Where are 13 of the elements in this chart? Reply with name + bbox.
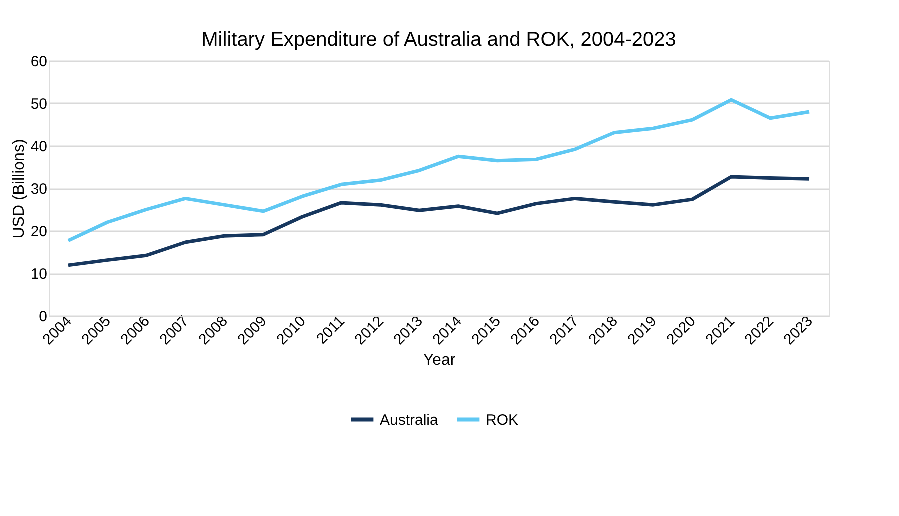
y-tick-label: 10 bbox=[30, 266, 48, 283]
y-axis-title: USD (Billions) bbox=[10, 139, 28, 239]
y-tick-label: 60 bbox=[30, 54, 48, 70]
chart-title: Military Expenditure of Australia and ROK, 2004-2023 bbox=[202, 29, 676, 51]
line-series bbox=[66, 175, 812, 268]
y-tick-label: 40 bbox=[30, 138, 48, 156]
legend-label: Australia bbox=[380, 412, 440, 429]
x-axis-title: Year bbox=[423, 352, 456, 369]
line-series bbox=[66, 98, 812, 243]
y-tick-label: 50 bbox=[30, 96, 48, 113]
y-tick-label: 20 bbox=[30, 224, 48, 240]
legend-label: ROK bbox=[486, 412, 519, 429]
y-tick-label: 30 bbox=[30, 181, 48, 198]
